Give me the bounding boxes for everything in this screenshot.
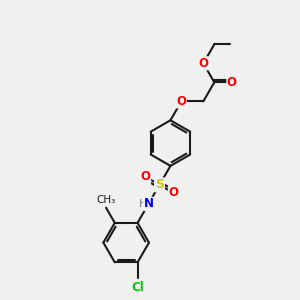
Text: CH₃: CH₃ — [96, 195, 116, 205]
Text: N: N — [143, 197, 154, 210]
Text: S: S — [155, 178, 164, 191]
Text: O: O — [141, 170, 151, 183]
Text: O: O — [176, 95, 186, 108]
Text: O: O — [227, 76, 237, 89]
Text: O: O — [198, 57, 208, 70]
Text: Cl: Cl — [131, 281, 144, 294]
Text: O: O — [168, 186, 178, 200]
Text: H: H — [139, 199, 147, 209]
